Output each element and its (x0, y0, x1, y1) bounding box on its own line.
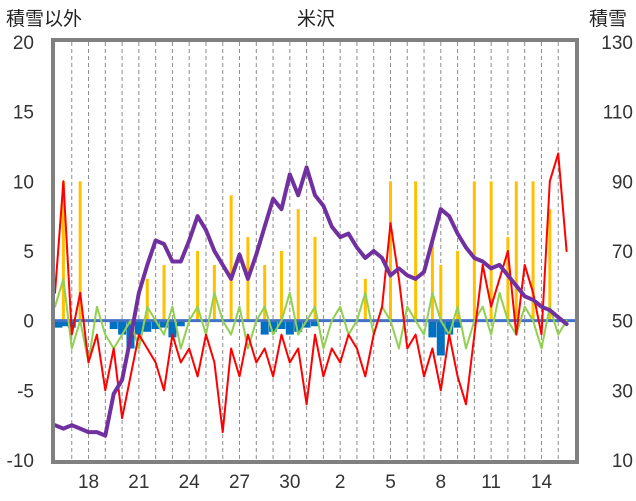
temp-red-line (54, 152, 568, 434)
precip-blue-bar (311, 320, 319, 327)
plot-frame (51, 38, 579, 464)
left-axis-label: 積雪以外 (6, 8, 83, 30)
precip-yellow-bar (548, 209, 552, 321)
precip-blue-bar (168, 320, 177, 338)
precip-yellow-bar (472, 181, 476, 321)
x-tick-label: 8 (436, 472, 447, 493)
precip-yellow-bar (279, 251, 283, 321)
precip-blue-bar (453, 320, 462, 328)
x-tick-label: 2 (335, 472, 346, 493)
right-tick-label: 50 (612, 312, 633, 333)
left-tick-label: 0 (23, 312, 34, 333)
x-tick-label: 27 (229, 472, 250, 493)
precip-yellow-bar (489, 181, 493, 321)
precip-yellow-bar (388, 181, 392, 321)
x-tick-label: 21 (128, 472, 149, 493)
temp-green-line (54, 277, 568, 364)
right-tick-label: 110 (603, 103, 633, 124)
precip-blue-bar (151, 320, 160, 330)
right-tick-label: 130 (601, 33, 633, 54)
precip-yellow-bar (196, 251, 200, 321)
precip-yellow-bar (263, 264, 267, 321)
precip-blue-bar (436, 320, 445, 356)
right-axis-label: 積雪 (589, 8, 628, 30)
precip-blue-bar (134, 320, 143, 335)
x-tick-label: 14 (531, 472, 553, 493)
precip-blue-bar (277, 320, 286, 330)
precip-blue-bar (176, 320, 185, 327)
left-tick-label: 10 (13, 172, 34, 193)
x-tick-label: 24 (179, 472, 201, 493)
precip-yellow-bar (430, 237, 434, 321)
left-tick-label: -5 (17, 381, 34, 402)
precip-yellow-bar (439, 264, 443, 321)
series-lines (53, 152, 569, 438)
precip-yellow-bar (296, 209, 300, 321)
precip-yellow-bar (456, 251, 460, 321)
precip-blue-bar (428, 320, 437, 338)
x-tick-label: 18 (78, 472, 99, 493)
precip-yellow-bar (313, 237, 317, 321)
precip-blue-bar (54, 320, 63, 328)
precip-yellow-bar (162, 264, 166, 321)
precip-blue-bar (160, 320, 169, 328)
precip-yellow-bar (506, 237, 510, 321)
chart-title: 米沢 (297, 8, 336, 30)
right-tick-label: 30 (612, 381, 633, 402)
precip-yellow-bar (229, 195, 233, 321)
precip-blue-bar (118, 320, 127, 335)
x-tick-label: 11 (481, 472, 501, 493)
precip-blue-bar (143, 320, 152, 332)
right-tick-label: 70 (612, 242, 633, 263)
precip-yellow-bar (78, 181, 82, 321)
precip-blue-bar (109, 320, 118, 330)
left-tick-label: 5 (23, 242, 34, 263)
precip-yellow-bar (145, 278, 149, 321)
precip-blue-bar (61, 320, 70, 327)
left-tick-label: 15 (13, 103, 34, 124)
left-tick-label: 20 (13, 33, 34, 54)
precip-blue-bar (294, 320, 303, 332)
precip-yellow-bar (363, 278, 367, 321)
precip-blue-bar (445, 320, 454, 335)
x-tick-label: 5 (385, 472, 396, 493)
snow-depth-line (53, 165, 569, 438)
precip-yellow-bar (514, 181, 518, 321)
precip-yellow-bar (61, 181, 65, 321)
precip-blue-bar (260, 320, 269, 335)
precip-blue-bar (285, 320, 294, 335)
precip-yellow-bar (414, 181, 418, 321)
precip-blue-bar (269, 320, 278, 332)
x-tick-label: 30 (279, 472, 300, 493)
right-tick-label: 90 (612, 172, 633, 193)
right-tick-label: 10 (612, 451, 633, 472)
precip-blue-bar (302, 320, 311, 328)
precip-yellow-bar (531, 181, 535, 321)
left-tick-label: -10 (7, 451, 34, 472)
